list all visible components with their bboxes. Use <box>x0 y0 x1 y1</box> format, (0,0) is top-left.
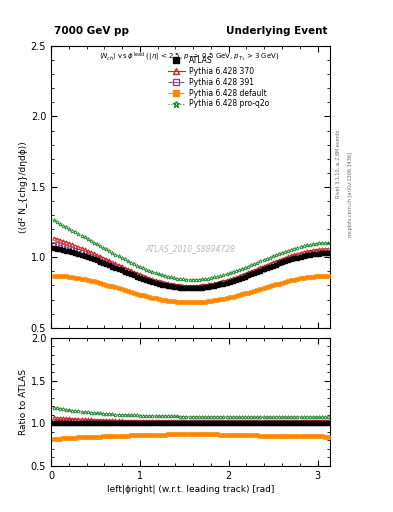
Pythia 6.428 pro-q2o <box>88 238 93 244</box>
Pythia 6.428 pro-q2o <box>326 240 331 246</box>
Pythia 6.428 370 <box>135 270 140 276</box>
Pythia 6.428 default <box>289 278 294 284</box>
Pythia 6.428 370 <box>190 283 195 289</box>
Pythia 6.428 370 <box>317 246 321 252</box>
Line: Pythia 6.428 default: Pythia 6.428 default <box>52 274 330 304</box>
Y-axis label: (⟨d² N_{chg}/dηdϕ⟩): (⟨d² N_{chg}/dηdϕ⟩) <box>19 141 28 233</box>
Pythia 6.428 391 <box>326 248 331 254</box>
Pythia 6.428 pro-q2o <box>317 240 321 246</box>
Pythia 6.428 default <box>135 291 140 297</box>
Pythia 6.428 370 <box>88 249 93 255</box>
Text: $\langle N_{ch}\rangle$ vs $\phi^{\rm lead}$ ($|\eta|$ < 2.5, $p_T$ > 0.5 GeV, $: $\langle N_{ch}\rangle$ vs $\phi^{\rm le… <box>99 50 279 63</box>
Pythia 6.428 default <box>187 299 192 305</box>
Pythia 6.428 391 <box>317 249 321 255</box>
Pythia 6.428 pro-q2o <box>190 276 195 283</box>
Pythia 6.428 pro-q2o <box>135 263 140 269</box>
Pythia 6.428 370 <box>283 254 288 261</box>
Text: 7000 GeV pp: 7000 GeV pp <box>54 26 129 36</box>
Pythia 6.428 default <box>51 272 56 279</box>
Text: Rivet 3.1.10, ≥ 2.8M events: Rivet 3.1.10, ≥ 2.8M events <box>336 130 341 198</box>
Pythia 6.428 391 <box>289 255 294 261</box>
Pythia 6.428 pro-q2o <box>289 246 294 252</box>
Pythia 6.428 391 <box>246 271 250 278</box>
Pythia 6.428 391 <box>187 284 192 290</box>
Pythia 6.428 pro-q2o <box>51 217 56 223</box>
Text: ATLAS_2010_S8894728: ATLAS_2010_S8894728 <box>145 244 236 253</box>
Pythia 6.428 391 <box>51 241 56 247</box>
Text: Underlying Event: Underlying Event <box>226 26 327 36</box>
Pythia 6.428 391 <box>88 252 93 259</box>
Pythia 6.428 default <box>88 278 93 284</box>
Pythia 6.428 370 <box>246 269 250 275</box>
Pythia 6.428 370 <box>51 234 56 241</box>
Pythia 6.428 391 <box>283 257 288 263</box>
Pythia 6.428 default <box>246 289 250 295</box>
Pythia 6.428 default <box>317 273 321 279</box>
Pythia 6.428 pro-q2o <box>246 264 250 270</box>
Line: Pythia 6.428 391: Pythia 6.428 391 <box>52 242 330 289</box>
X-axis label: left|ϕright| (w.r.t. leading track) [rad]: left|ϕright| (w.r.t. leading track) [rad… <box>107 485 274 494</box>
Line: Pythia 6.428 pro-q2o: Pythia 6.428 pro-q2o <box>51 218 331 282</box>
Pythia 6.428 370 <box>289 252 294 259</box>
Pythia 6.428 pro-q2o <box>283 248 288 254</box>
Pythia 6.428 391 <box>135 272 140 278</box>
Pythia 6.428 default <box>283 279 288 285</box>
Pythia 6.428 370 <box>326 246 331 252</box>
Text: mcplots.cern.ch [arXiv:1306.3436]: mcplots.cern.ch [arXiv:1306.3436] <box>348 152 353 237</box>
Line: Pythia 6.428 370: Pythia 6.428 370 <box>52 236 330 288</box>
Y-axis label: Ratio to ATLAS: Ratio to ATLAS <box>19 369 28 435</box>
Legend: ATLAS, Pythia 6.428 370, Pythia 6.428 391, Pythia 6.428 default, Pythia 6.428 pr: ATLAS, Pythia 6.428 370, Pythia 6.428 39… <box>165 53 272 112</box>
Pythia 6.428 default <box>326 272 331 279</box>
